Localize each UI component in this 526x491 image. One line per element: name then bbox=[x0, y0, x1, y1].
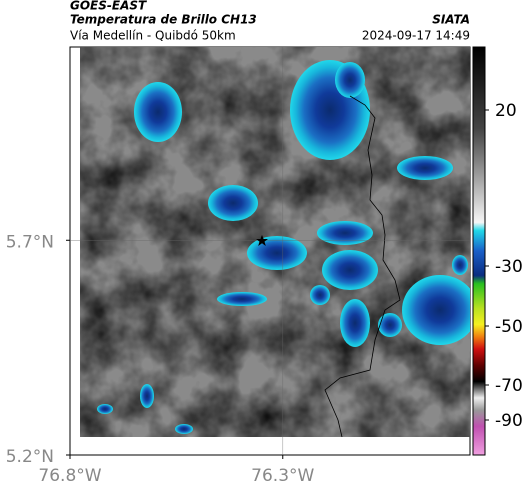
title: Temperatura de Brillo CH13 bbox=[70, 13, 257, 27]
subtitle: Vía Medellín - Quibdó 50km bbox=[70, 29, 236, 43]
colorbar-label: -30 bbox=[495, 257, 523, 277]
y-tick-label: 5.7°N bbox=[6, 232, 54, 252]
colorbar-label: -50 bbox=[495, 317, 523, 337]
colorbar-label: -90 bbox=[495, 411, 523, 431]
imagery bbox=[80, 47, 470, 437]
org: SIATA bbox=[432, 13, 470, 27]
source: GOES-EAST bbox=[70, 0, 147, 13]
x-tick-label: 76.3°W bbox=[251, 466, 314, 486]
x-tick-label: 76.8°W bbox=[38, 466, 101, 486]
colorbar-label: 20 bbox=[495, 101, 517, 121]
colorbar-label: -70 bbox=[495, 376, 523, 396]
y-tick-label: 5.2°N bbox=[6, 447, 54, 467]
colorbar bbox=[472, 46, 486, 456]
location-star bbox=[256, 235, 268, 246]
border-line bbox=[324, 95, 401, 437]
grid bbox=[70, 47, 470, 455]
timestamp: 2024-09-17 14:49 bbox=[362, 29, 470, 43]
cold-clouds bbox=[97, 60, 470, 434]
